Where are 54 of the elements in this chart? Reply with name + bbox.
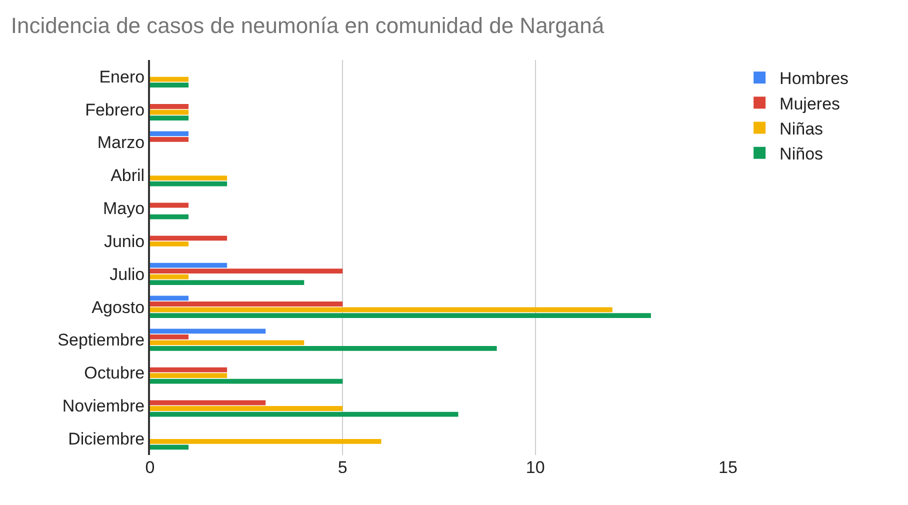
bar — [150, 110, 189, 115]
y-tick-label: Febrero — [85, 100, 145, 120]
bar — [150, 76, 189, 82]
bar — [150, 104, 189, 109]
y-tick-label: Octubre — [84, 364, 145, 383]
legend-label: Niños — [780, 144, 824, 164]
bar — [150, 444, 189, 450]
bar — [150, 296, 189, 301]
legend-label: Hombres — [780, 69, 849, 88]
bar — [150, 136, 189, 142]
bar — [150, 313, 651, 318]
bar — [150, 438, 382, 444]
bar — [150, 241, 189, 246]
legend-label: Niñas — [780, 119, 824, 138]
bar — [150, 346, 497, 351]
bar — [150, 268, 343, 274]
y-tick-label: Mayo — [103, 199, 145, 218]
bar — [150, 302, 343, 306]
x-tick-label: 10 — [526, 458, 545, 477]
bar — [150, 181, 228, 186]
bar — [150, 373, 228, 378]
bar — [150, 340, 304, 346]
bar — [150, 236, 228, 241]
bar — [150, 406, 343, 411]
y-tick-label: Abril — [110, 166, 145, 186]
y-tick-label: Noviembre — [62, 396, 145, 416]
chart-title: Incidencia de casos de neumonía en comunidad de Narganá — [10, 13, 605, 38]
bar — [150, 82, 189, 88]
bar — [150, 412, 458, 417]
y-tick-label: Agosto — [92, 298, 145, 317]
bar — [150, 274, 189, 280]
bar — [150, 176, 228, 181]
y-tick-label: Septiembre — [58, 330, 145, 350]
legend-label: Mujeres — [780, 94, 840, 114]
bar — [150, 116, 189, 120]
bar — [150, 334, 189, 340]
bar — [150, 328, 266, 334]
bar — [150, 202, 189, 208]
x-tick-label: 0 — [145, 458, 155, 477]
y-tick-label: Junio — [104, 232, 145, 251]
bar — [150, 214, 189, 220]
bar — [150, 400, 266, 406]
y-tick-label: Enero — [99, 67, 145, 86]
x-tick-label: 5 — [338, 458, 348, 477]
y-tick-label: Diciembre — [68, 429, 145, 448]
bar — [150, 307, 612, 312]
bar — [150, 280, 304, 286]
bar — [150, 378, 343, 384]
y-tick-label: Julio — [110, 264, 145, 284]
bar — [150, 131, 189, 136]
bar — [150, 262, 228, 268]
bar — [150, 367, 228, 372]
x-tick-label: 15 — [718, 458, 738, 477]
y-tick-label: Marzo — [97, 133, 145, 152]
